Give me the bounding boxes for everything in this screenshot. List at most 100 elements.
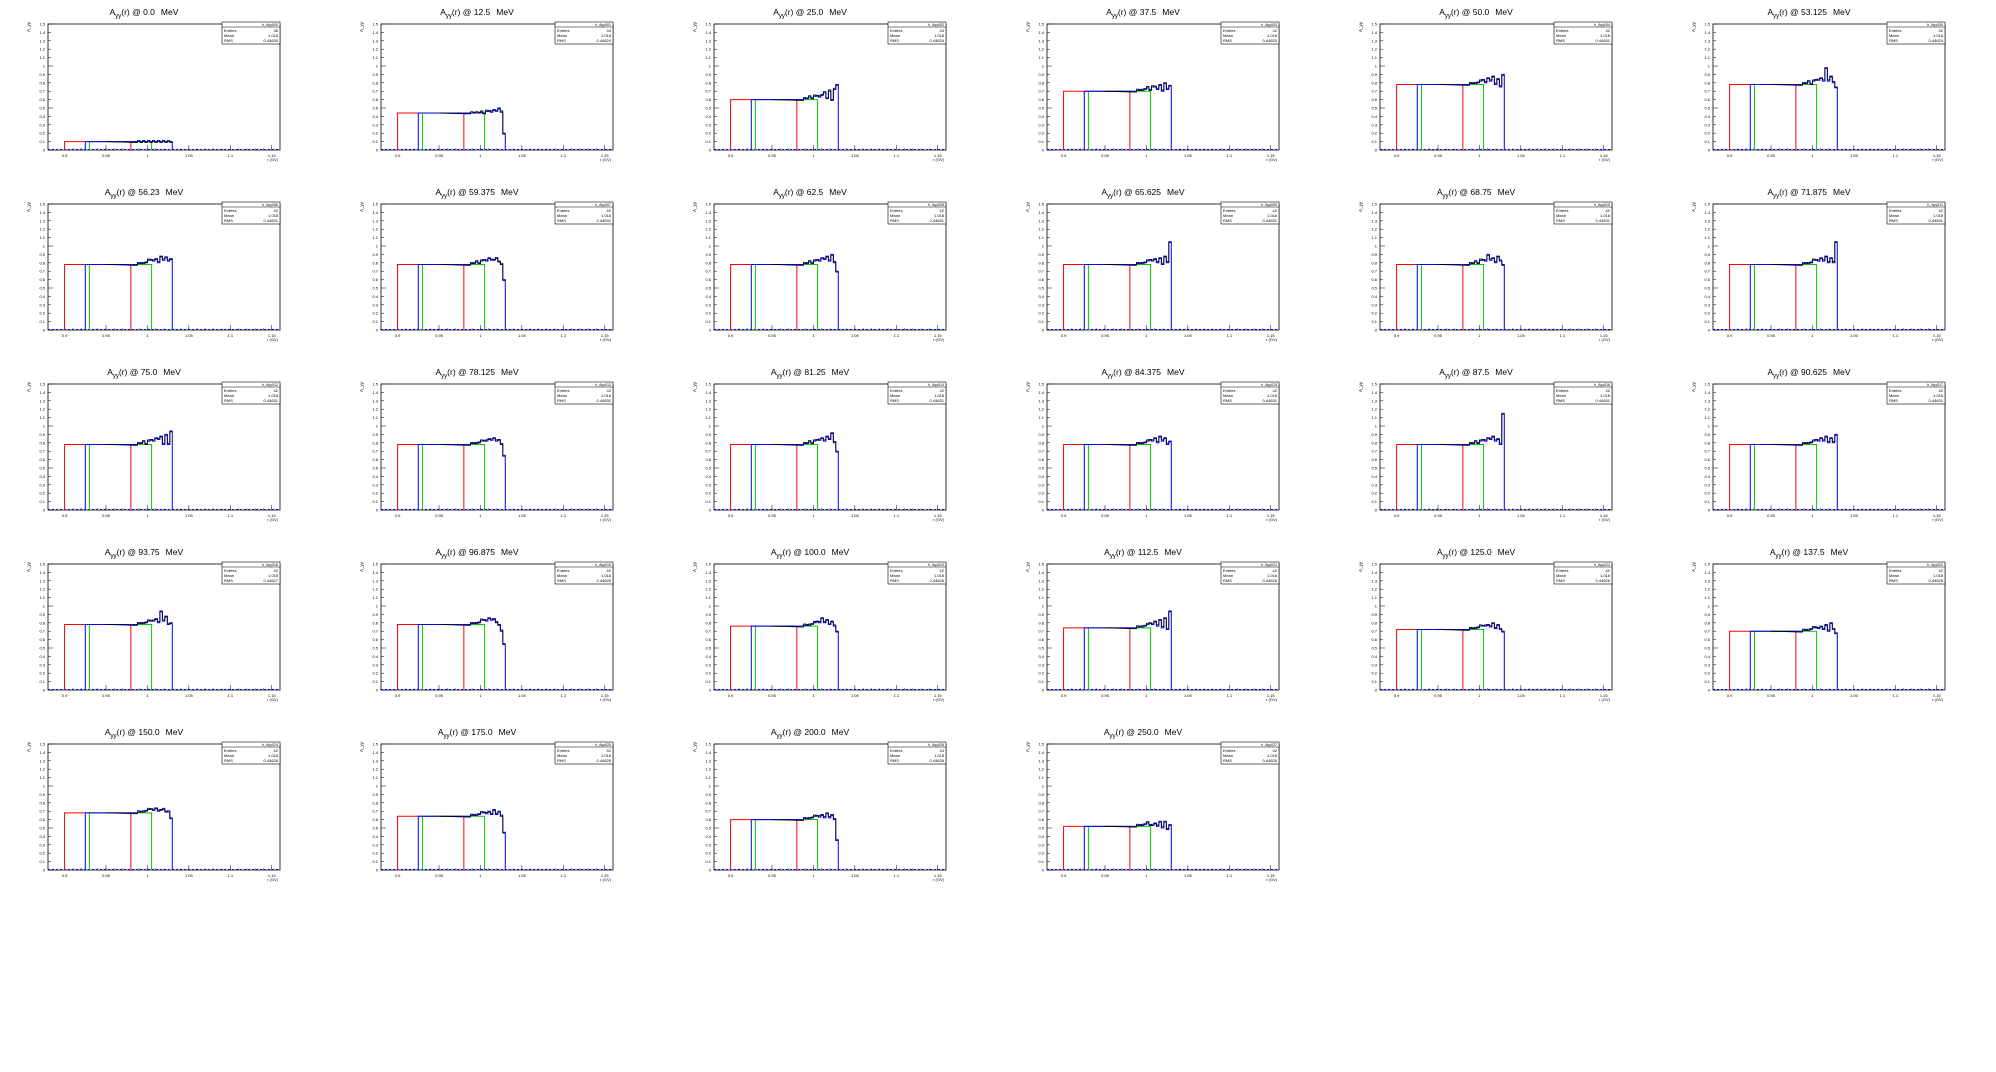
red-series bbox=[64, 623, 132, 690]
y-tick-label: 0.9 bbox=[1371, 72, 1377, 77]
y-tick-label: 0.4 bbox=[1371, 294, 1377, 299]
black-series bbox=[438, 438, 506, 457]
y-tick-label: 0.3 bbox=[1038, 842, 1044, 847]
x-tick-label: 1 bbox=[812, 333, 815, 338]
y-tick-label: 0.6 bbox=[1038, 457, 1044, 462]
panel-14: Ayy(r) @ 81.25 MeV h_Ayy014 Entries 42 Mean 1.… bbox=[692, 367, 947, 522]
y-tick-label: 1.3 bbox=[39, 578, 45, 583]
y-tick-label: 1.5 bbox=[705, 382, 711, 387]
title-energy: 50.0 bbox=[1473, 7, 1490, 17]
stats-box bbox=[221, 201, 281, 225]
y-tick-label: 0.4 bbox=[372, 654, 378, 659]
y-tick-label: 0.7 bbox=[372, 629, 378, 634]
title-prefix: A bbox=[1437, 547, 1443, 557]
stats-value-rms: 0.44631 bbox=[1263, 398, 1278, 403]
x-tick-label: 1.05 bbox=[185, 693, 194, 698]
y-tick-label: 1.4 bbox=[1371, 390, 1377, 395]
y-tick-label: 1.1 bbox=[39, 415, 45, 420]
y-tick-label: 0.1 bbox=[372, 679, 378, 684]
title-arg: (r) @ bbox=[1451, 7, 1473, 17]
x-tick-label: 1.05 bbox=[1517, 693, 1526, 698]
red-series bbox=[397, 263, 465, 330]
stats-box bbox=[221, 21, 281, 45]
x-tick-label: 0.9 bbox=[1061, 153, 1067, 158]
stats-box bbox=[1886, 561, 1946, 585]
stats-value-rms: 0.44631 bbox=[1929, 218, 1944, 223]
x-tick-label: 1.05 bbox=[518, 153, 527, 158]
title-arg: (r) @ bbox=[1779, 187, 1801, 197]
x-tick-label: 1.15 bbox=[1267, 693, 1276, 698]
stats-label-rms: RMS bbox=[224, 218, 233, 223]
x-tick-label: 1.1 bbox=[228, 693, 234, 698]
stats-value-rms: 0.44631 bbox=[264, 398, 279, 403]
green-series bbox=[88, 141, 153, 150]
stats-label-rms: RMS bbox=[557, 398, 566, 403]
y-tick-label: 0.6 bbox=[39, 97, 45, 102]
stats-value-mean: 1.018 bbox=[1600, 573, 1611, 578]
y-tick-label: 1.3 bbox=[1371, 398, 1377, 403]
title-unit: MeV bbox=[1833, 7, 1851, 17]
stats-value-rms: 0.44635 bbox=[264, 38, 279, 43]
title-sub: yy bbox=[1445, 374, 1451, 380]
y-tick-label: 1.1 bbox=[372, 235, 378, 240]
y-tick-label: 1.1 bbox=[39, 235, 45, 240]
title-unit: MeV bbox=[163, 367, 181, 377]
title-arg: (r) @ bbox=[1116, 727, 1138, 737]
x-tick-label: 0.95 bbox=[435, 513, 444, 518]
x-tick-label: 1.05 bbox=[851, 873, 860, 878]
black-series bbox=[1104, 242, 1172, 266]
y-tick-label: 0.2 bbox=[1371, 131, 1377, 136]
stats-label-entries: Entries bbox=[890, 28, 902, 33]
y-tick-label: 1.2 bbox=[1704, 47, 1710, 52]
y-tick-label: 0.6 bbox=[705, 457, 711, 462]
y-tick-label: 1.3 bbox=[705, 398, 711, 403]
title-unit: MeV bbox=[166, 547, 184, 557]
green-series bbox=[1087, 627, 1152, 690]
y-tick-label: 0.5 bbox=[39, 466, 45, 471]
stats-value-entries: 42 bbox=[1606, 208, 1611, 213]
title-prefix: A bbox=[771, 727, 777, 737]
stats-label-rms: RMS bbox=[1556, 398, 1565, 403]
stats-label-rms: RMS bbox=[890, 38, 899, 43]
stats-box bbox=[221, 561, 281, 585]
title-sub: yy bbox=[441, 554, 447, 560]
title-unit: MeV bbox=[1833, 187, 1851, 197]
red-series bbox=[730, 625, 798, 690]
x-tick-label: 1.05 bbox=[1184, 873, 1193, 878]
y-tick-label: 1.3 bbox=[1704, 218, 1710, 223]
stats-label-rms: RMS bbox=[224, 38, 233, 43]
y-tick-label: 0.4 bbox=[1704, 474, 1710, 479]
x-tick-label: 1.15 bbox=[601, 513, 610, 518]
stats-name: h_Ayy005 bbox=[1927, 23, 1943, 27]
x-axis-label: r (GV) bbox=[1266, 517, 1278, 522]
stats-value-entries: 42 bbox=[940, 208, 945, 213]
black-series bbox=[1770, 68, 1838, 89]
y-tick-label: 1 bbox=[376, 244, 379, 249]
title-energy: 75.0 bbox=[141, 367, 158, 377]
y-tick-label: 1.2 bbox=[39, 227, 45, 232]
x-axis-label: r (GV) bbox=[1266, 877, 1278, 882]
title-unit: MeV bbox=[1167, 187, 1185, 197]
blue-series bbox=[1083, 82, 1172, 150]
stats-value-rms: 0.44626 bbox=[1929, 578, 1944, 583]
stats-label-entries: Entries bbox=[1556, 568, 1568, 573]
stats-value-rms: 0.44631 bbox=[930, 398, 945, 403]
stats-label-entries: Entries bbox=[890, 388, 902, 393]
x-tick-label: 1 bbox=[479, 693, 482, 698]
red-series bbox=[397, 112, 465, 150]
stats-label-mean: Mean bbox=[1556, 213, 1566, 218]
y-tick-label: 1.5 bbox=[1038, 202, 1044, 207]
y-tick-label: 0.2 bbox=[372, 671, 378, 676]
stats-label-entries: Entries bbox=[1889, 28, 1901, 33]
y-tick-label: 1.2 bbox=[372, 227, 378, 232]
y-tick-label: 1.3 bbox=[1038, 218, 1044, 223]
y-tick-label: 0.6 bbox=[39, 637, 45, 642]
black-series bbox=[1104, 83, 1172, 93]
blue-series bbox=[750, 617, 839, 690]
y-tick-label: 1 bbox=[1042, 64, 1045, 69]
x-axis-label: r (GV) bbox=[600, 517, 612, 522]
y-tick-label: 0.8 bbox=[705, 260, 711, 265]
title-sub: yy bbox=[779, 14, 785, 20]
panel-title: Ayy(r) @ 50.0 MeV bbox=[1439, 7, 1513, 20]
y-tick-label: 0.9 bbox=[1038, 792, 1044, 797]
